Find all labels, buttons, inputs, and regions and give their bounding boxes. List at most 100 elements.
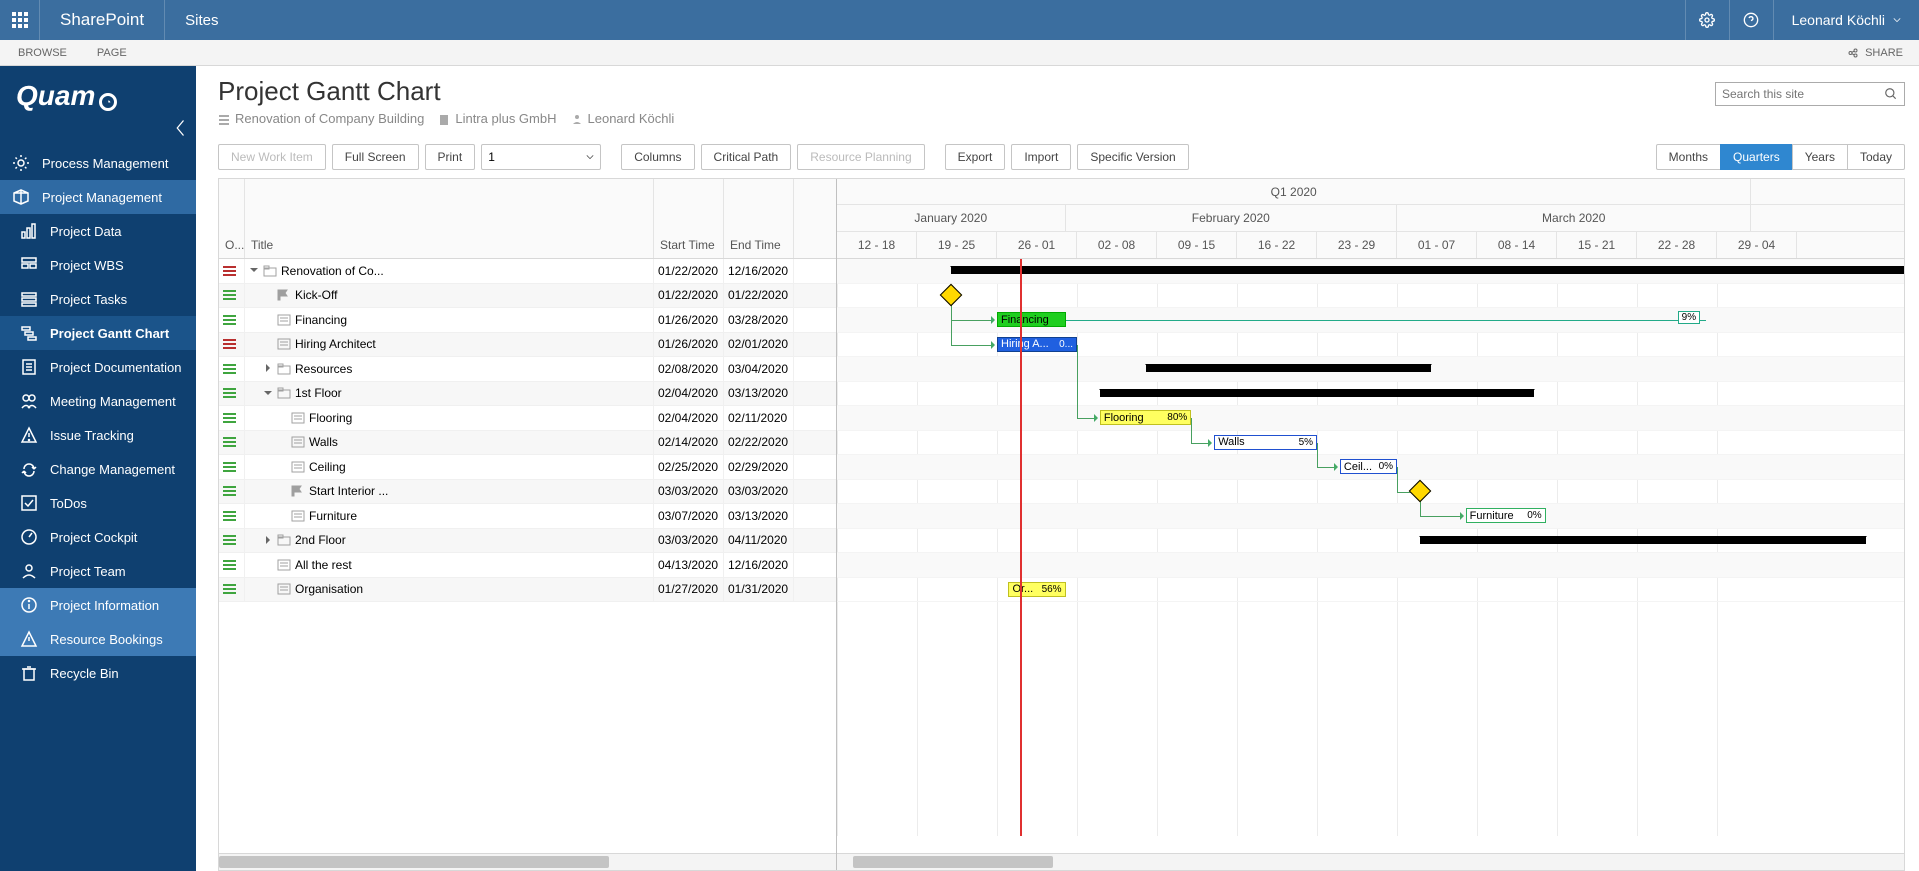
gantt-summary-bar[interactable] — [1100, 389, 1534, 397]
cockpit-icon — [20, 528, 38, 546]
nav-change-management[interactable]: Change Management — [0, 452, 196, 486]
zoom-select[interactable]: 1 — [481, 144, 601, 170]
share-button[interactable]: SHARE — [1847, 47, 1903, 59]
grid-row[interactable]: Resources 02/08/2020 03/04/2020 — [219, 357, 836, 382]
ribbon-page[interactable]: PAGE — [97, 47, 127, 59]
timeline-row — [837, 284, 1904, 309]
crumb[interactable]: Lintra plus GmbH — [438, 111, 556, 126]
nav-meeting-management[interactable]: Meeting Management — [0, 384, 196, 418]
nav-project-cockpit[interactable]: Project Cockpit — [0, 520, 196, 554]
grid-scroll-thumb[interactable] — [219, 856, 609, 868]
crumb[interactable]: Renovation of Company Building — [218, 111, 424, 126]
view-years[interactable]: Years — [1792, 144, 1848, 170]
grid-row[interactable]: All the rest 04/13/2020 12/16/2020 — [219, 553, 836, 578]
gantt-bar[interactable]: Ceil...0% — [1340, 459, 1397, 474]
view-quarters[interactable]: Quarters — [1720, 144, 1793, 170]
gantt-milestone[interactable] — [1409, 479, 1432, 502]
nav-recycle-bin[interactable]: Recycle Bin — [0, 656, 196, 690]
nav-project-gantt-chart[interactable]: Project Gantt Chart — [0, 316, 196, 350]
export-button[interactable]: Export — [945, 144, 1006, 170]
grid-row[interactable]: 1st Floor 02/04/2020 03/13/2020 — [219, 382, 836, 407]
nav-label: Project Management — [42, 190, 162, 205]
task-title: 2nd Floor — [295, 533, 346, 547]
gantt-summary-bar[interactable] — [1146, 364, 1432, 372]
gantt-summary-bar[interactable] — [951, 266, 1904, 274]
expand-toggle[interactable] — [263, 363, 274, 374]
start-time: 04/13/2020 — [654, 553, 724, 577]
month-label: February 2020 — [1066, 205, 1397, 231]
grid-row[interactable]: Kick-Off 01/22/2020 01/22/2020 — [219, 284, 836, 309]
grid-row[interactable]: Furniture 03/07/2020 03/13/2020 — [219, 504, 836, 529]
sites-link[interactable]: Sites — [165, 0, 238, 40]
grid-row[interactable]: Organisation 01/27/2020 01/31/2020 — [219, 578, 836, 603]
timeline-body[interactable]: Financing9%Hiring A...0...Flooring80%Wal… — [837, 259, 1904, 853]
gantt-milestone[interactable] — [940, 283, 963, 306]
grid-row[interactable]: Walls 02/14/2020 02/22/2020 — [219, 431, 836, 456]
nav-label: Issue Tracking — [50, 428, 134, 443]
nav-project-data[interactable]: Project Data — [0, 214, 196, 248]
grid-row[interactable]: Start Interior ... 03/03/2020 03/03/2020 — [219, 480, 836, 505]
nav-project-wbs[interactable]: Project WBS — [0, 248, 196, 282]
nav-label: Process Management — [42, 156, 168, 171]
week-label: 26 - 01 — [997, 232, 1077, 258]
collapse-sidebar-icon[interactable] — [174, 118, 188, 138]
grid-row[interactable]: Flooring 02/04/2020 02/11/2020 — [219, 406, 836, 431]
nav-resource-bookings[interactable]: Resource Bookings — [0, 622, 196, 656]
week-label: 02 - 08 — [1077, 232, 1157, 258]
grid-row[interactable]: Hiring Architect 01/26/2020 02/01/2020 — [219, 333, 836, 358]
print-button[interactable]: Print — [425, 144, 476, 170]
grid-row[interactable]: Ceiling 02/25/2020 02/29/2020 — [219, 455, 836, 480]
expand-toggle[interactable] — [249, 265, 260, 276]
nav-project-information[interactable]: Project Information — [0, 588, 196, 622]
search-icon[interactable] — [1884, 87, 1898, 101]
sharepoint-brand[interactable]: SharePoint — [40, 0, 165, 40]
timeline: Q1 2020January 2020February 2020March 20… — [837, 179, 1904, 870]
week-label: 19 - 25 — [917, 232, 997, 258]
grid-header-title[interactable]: Title — [245, 179, 654, 258]
end-time: 01/22/2020 — [724, 284, 794, 308]
settings-icon[interactable] — [1685, 0, 1729, 40]
specific-version-button[interactable]: Specific Version — [1077, 144, 1188, 170]
gantt-bar[interactable]: Furniture0% — [1466, 508, 1546, 523]
nav-project-team[interactable]: Project Team — [0, 554, 196, 588]
search-input[interactable] — [1722, 87, 1884, 101]
expand-toggle[interactable] — [263, 388, 274, 399]
timeline-scroll-thumb[interactable] — [853, 856, 1053, 868]
gantt-bar[interactable]: Or...56% — [1008, 582, 1065, 597]
view-today[interactable]: Today — [1847, 144, 1905, 170]
gantt-bar[interactable]: Flooring80% — [1100, 410, 1191, 425]
app-launcher-icon[interactable] — [0, 0, 40, 40]
nav-todos[interactable]: ToDos — [0, 486, 196, 520]
nav-issue-tracking[interactable]: Issue Tracking — [0, 418, 196, 452]
gantt-summary-bar[interactable] — [1420, 536, 1866, 544]
critical-path-button[interactable]: Critical Path — [701, 144, 792, 170]
nav-process-management[interactable]: Process Management — [0, 146, 196, 180]
import-button[interactable]: Import — [1011, 144, 1071, 170]
grid-header-end[interactable]: End Time — [724, 179, 794, 258]
grid-row[interactable]: Financing 01/26/2020 03/28/2020 — [219, 308, 836, 333]
help-icon[interactable] — [1729, 0, 1773, 40]
task-icon — [277, 314, 291, 326]
view-months[interactable]: Months — [1656, 144, 1721, 170]
grid-header-order[interactable]: O... — [219, 179, 245, 258]
full-screen-button[interactable]: Full Screen — [332, 144, 419, 170]
nav-project-tasks[interactable]: Project Tasks — [0, 282, 196, 316]
user-menu[interactable]: Leonard Köchli — [1773, 0, 1919, 40]
timeline-scrollbar[interactable] — [837, 853, 1904, 870]
grid-row[interactable]: Renovation of Co... 01/22/2020 12/16/202… — [219, 259, 836, 284]
ribbon-browse[interactable]: BROWSE — [18, 47, 67, 59]
grid-header-start[interactable]: Start Time — [654, 179, 724, 258]
crumb[interactable]: Leonard Köchli — [571, 111, 675, 126]
grid-row[interactable]: 2nd Floor 03/03/2020 04/11/2020 — [219, 529, 836, 554]
grid-scrollbar[interactable] — [219, 853, 836, 870]
nav-label: Project Information — [50, 598, 159, 613]
gantt-bar[interactable]: Walls5% — [1214, 435, 1317, 450]
person-icon — [571, 113, 583, 125]
nav-project-management[interactable]: Project Management — [0, 180, 196, 214]
columns-button[interactable]: Columns — [621, 144, 694, 170]
gantt-bar[interactable]: Financing — [997, 312, 1066, 327]
nav-project-documentation[interactable]: Project Documentation — [0, 350, 196, 384]
expand-toggle[interactable] — [263, 535, 274, 546]
task-title: Ceiling — [309, 460, 346, 474]
gantt-bar[interactable]: Hiring A...0... — [997, 337, 1077, 352]
